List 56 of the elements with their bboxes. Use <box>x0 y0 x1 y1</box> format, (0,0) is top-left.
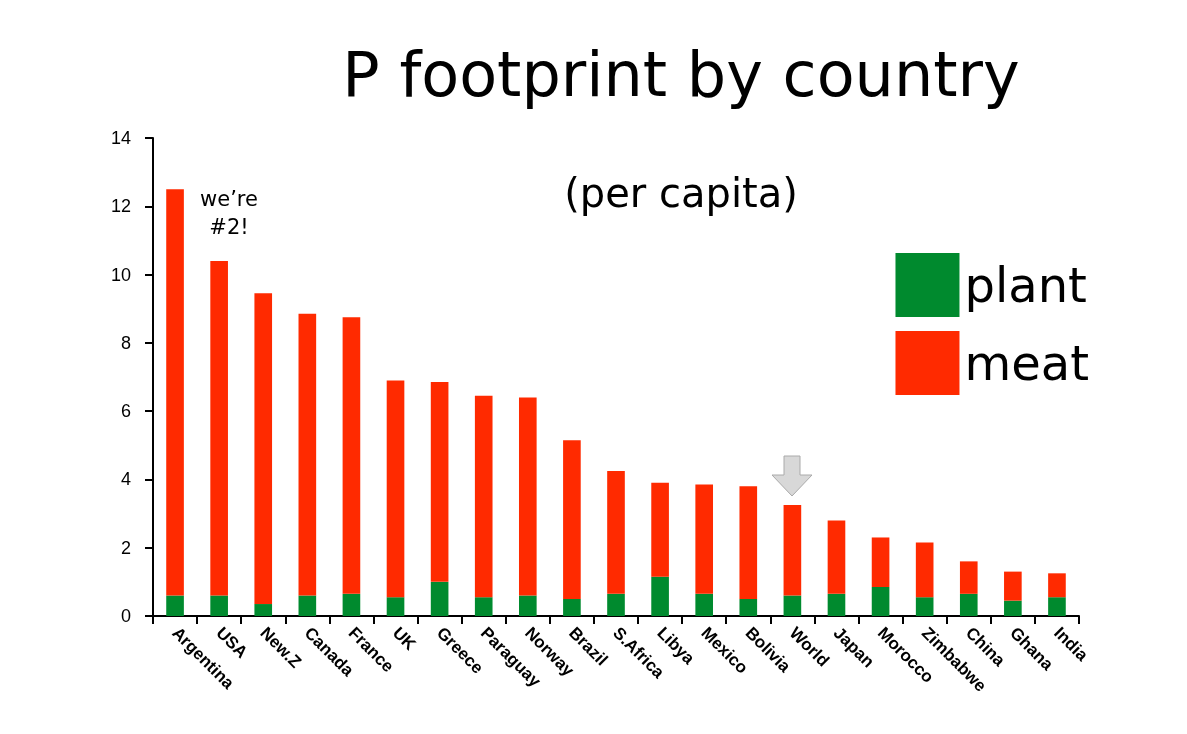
y-tick-label: 8 <box>120 332 131 353</box>
bar <box>254 604 273 616</box>
bar <box>342 317 361 594</box>
bar <box>563 598 581 616</box>
bar <box>607 470 625 594</box>
y-tick-label: 12 <box>110 196 131 217</box>
bar <box>563 440 581 599</box>
bar <box>298 313 317 596</box>
bar <box>254 293 273 605</box>
y-tick-label: 0 <box>120 606 131 626</box>
bar <box>166 595 184 616</box>
bar <box>518 595 537 616</box>
bar <box>871 586 890 616</box>
bar <box>166 189 184 596</box>
bar <box>607 593 625 616</box>
bar <box>783 595 802 616</box>
bar <box>474 395 493 598</box>
y-tick-label: 2 <box>120 537 131 558</box>
bar <box>1004 600 1022 616</box>
chart-title: P footprint by country <box>342 37 1020 111</box>
bar <box>871 537 890 587</box>
bar <box>1048 573 1066 598</box>
bar <box>915 597 934 616</box>
y-tick-label: 14 <box>110 128 131 148</box>
bar <box>1004 571 1022 601</box>
bar <box>386 597 405 616</box>
bar <box>386 380 405 598</box>
bar <box>695 484 714 594</box>
bar <box>474 597 493 616</box>
bar <box>342 593 361 616</box>
legend-label: plant <box>964 257 1087 313</box>
annotation: we’re #2! <box>200 187 258 239</box>
bar <box>651 482 669 577</box>
bar <box>959 561 978 594</box>
bar <box>210 595 228 616</box>
bar <box>783 505 802 596</box>
y-tick-label: 6 <box>120 401 131 422</box>
bar <box>430 581 449 616</box>
bar <box>518 397 537 596</box>
legend-label: meat <box>964 335 1090 391</box>
bar <box>739 486 758 599</box>
bar <box>827 593 846 616</box>
bar <box>298 595 317 616</box>
bar <box>915 542 934 598</box>
bar <box>695 593 714 616</box>
bar <box>739 598 758 616</box>
bar <box>827 520 846 594</box>
bar <box>430 382 449 582</box>
text: (per capita) <box>564 170 798 216</box>
x-tick-label: UK <box>388 623 421 655</box>
bar <box>959 593 978 616</box>
y-tick-label: 10 <box>110 264 131 285</box>
bar <box>651 576 669 616</box>
y-tick-label: 4 <box>120 469 131 490</box>
bar <box>1048 597 1066 616</box>
bar <box>210 260 228 596</box>
